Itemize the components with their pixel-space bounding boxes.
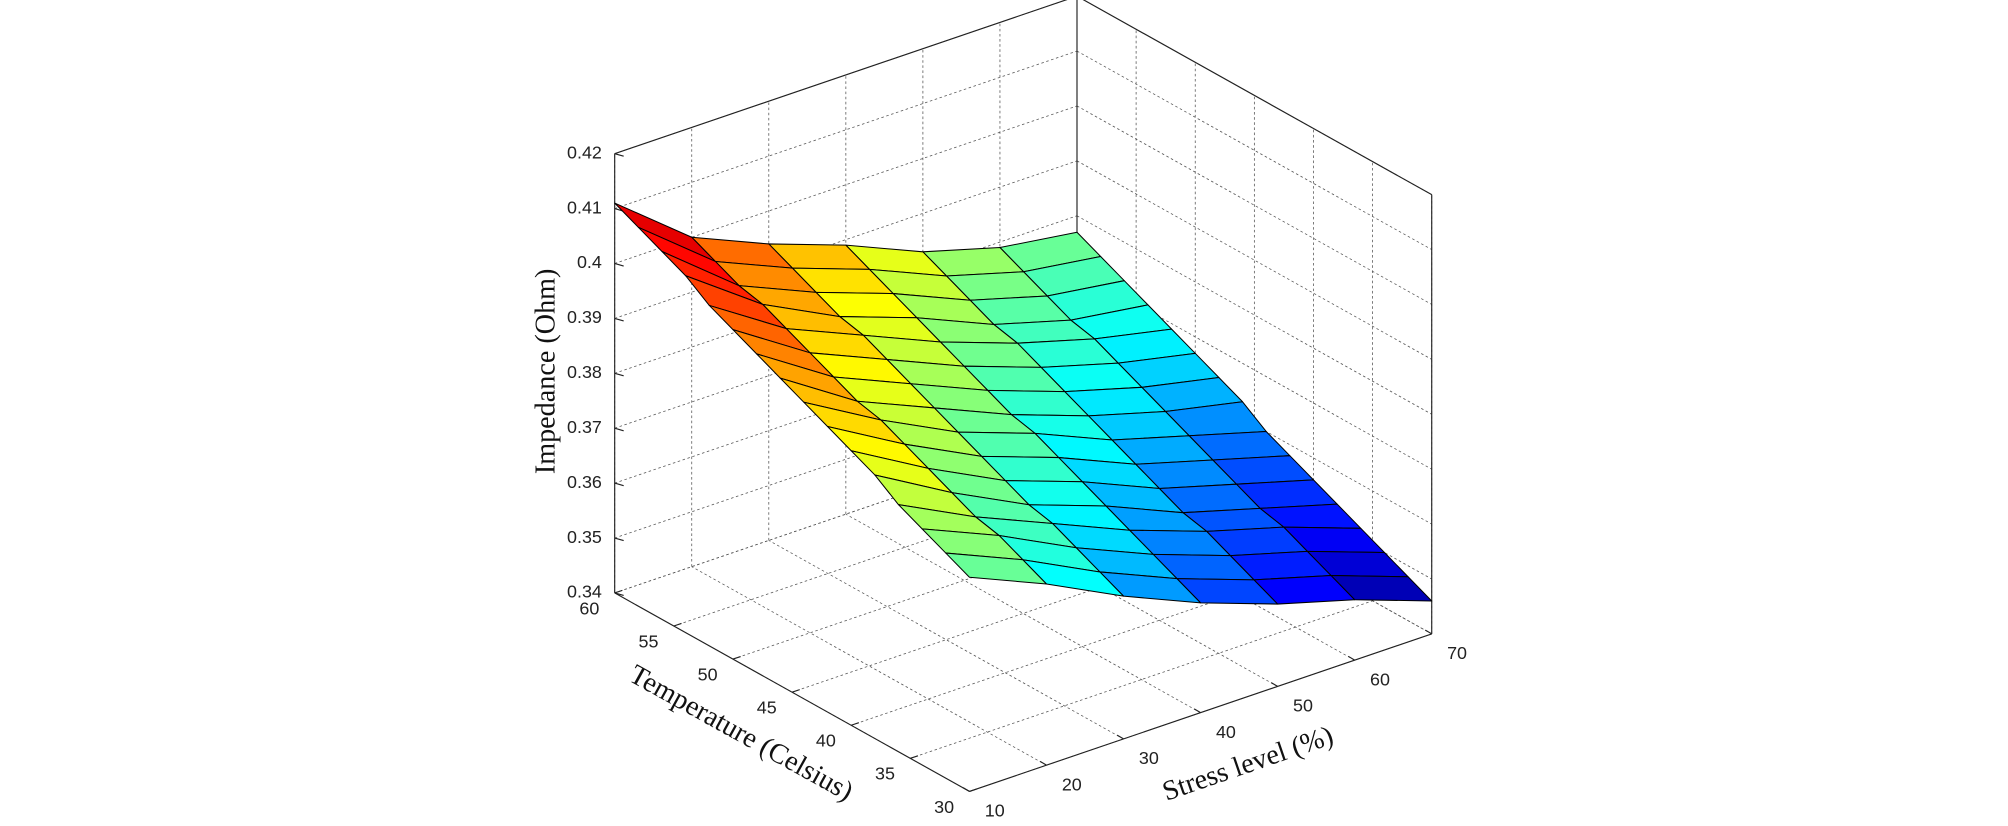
y-tick-label: 30 xyxy=(934,797,954,817)
tick-mark xyxy=(614,482,624,487)
z-tick-label: 0.38 xyxy=(567,362,602,382)
grid-line xyxy=(1076,215,1432,415)
grid-line xyxy=(1076,160,1432,360)
x-tick-label: 10 xyxy=(985,801,1005,821)
axis-line xyxy=(614,0,1068,155)
z-tick-label: 0.4 xyxy=(577,252,602,272)
tick-mark xyxy=(969,788,978,792)
x-tick-label: 70 xyxy=(1447,643,1467,663)
z-tick-label: 0.35 xyxy=(567,527,602,547)
tick-mark xyxy=(614,537,624,542)
tick-mark xyxy=(614,153,624,157)
z-tick-label: 0.41 xyxy=(567,197,602,217)
tick-mark xyxy=(673,622,682,627)
tick-mark xyxy=(1193,708,1201,714)
tick-mark xyxy=(1425,629,1433,635)
grid-line xyxy=(768,540,1124,740)
tick-mark xyxy=(910,755,919,759)
z-tick-label: 0.42 xyxy=(567,142,602,162)
y-tick-label: 45 xyxy=(757,698,777,718)
y-tick-label: 55 xyxy=(639,631,659,651)
grid-line xyxy=(614,160,1078,319)
tick-mark xyxy=(614,317,624,322)
grid-line xyxy=(691,566,1047,766)
y-tick-label: 35 xyxy=(875,764,895,784)
tick-mark xyxy=(614,589,623,594)
tick-mark xyxy=(732,655,741,660)
tick-mark xyxy=(1116,734,1124,740)
tick-mark xyxy=(962,787,970,792)
surface-face xyxy=(945,552,1047,585)
x-tick-label: 60 xyxy=(1370,669,1390,689)
tick-mark xyxy=(1347,655,1355,661)
tick-mark xyxy=(850,722,860,726)
tick-mark xyxy=(614,427,624,432)
grid-line xyxy=(845,513,1201,713)
tick-mark xyxy=(1039,760,1047,766)
y-tick-label: 40 xyxy=(816,731,836,751)
x-axis-label: Stress level (%) xyxy=(1159,720,1338,807)
tick-mark xyxy=(614,592,624,597)
y-tick-label: 50 xyxy=(698,664,718,684)
grid-line xyxy=(910,600,1373,759)
y-tick-label: 60 xyxy=(579,598,599,618)
grid-line xyxy=(614,215,1078,374)
x-tick-label: 30 xyxy=(1139,748,1159,768)
tick-mark xyxy=(614,262,624,267)
x-tick-label: 20 xyxy=(1062,774,1082,794)
axis-line xyxy=(1082,0,1433,196)
tick-mark xyxy=(791,689,800,693)
z-tick-label: 0.37 xyxy=(567,417,602,437)
z-tick-label: 0.34 xyxy=(567,582,602,602)
x-tick-label: 50 xyxy=(1293,696,1313,716)
tick-mark xyxy=(1270,682,1278,687)
x-tick-label: 40 xyxy=(1216,722,1236,742)
z-tick-label: 0.36 xyxy=(567,472,602,492)
tick-mark xyxy=(614,372,624,377)
z-tick-label: 0.39 xyxy=(567,307,602,327)
z-axis-label: Impedance (Ohm) xyxy=(531,269,562,475)
